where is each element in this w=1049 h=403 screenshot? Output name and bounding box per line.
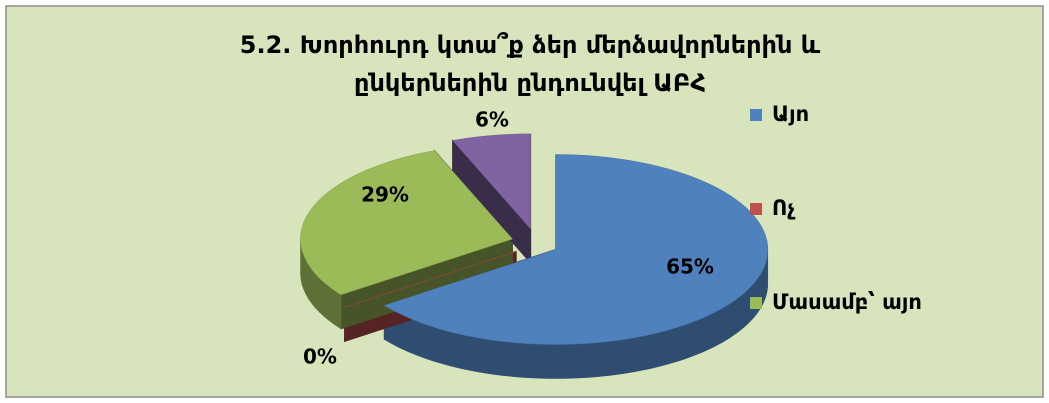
slice-tops: [300, 133, 769, 345]
legend-marker: [750, 297, 762, 309]
legend-label: Ոչ: [772, 196, 795, 220]
slice: [344, 251, 517, 308]
legend-label: Այո: [772, 102, 809, 126]
data-label: 6%: [475, 108, 509, 132]
data-label: 65%: [666, 255, 714, 279]
data-label: 29%: [361, 183, 409, 207]
chart-title: 5.2. Խորհուրդ կտա՞ք ձեր մերձավորներին և …: [239, 31, 821, 97]
slice: [383, 154, 769, 345]
slice: [300, 150, 513, 296]
legend-label: Մասամբ՝ այո: [772, 290, 922, 314]
data-label: 0%: [303, 345, 337, 369]
legend-marker: [750, 109, 762, 121]
slice: [452, 133, 531, 230]
legend-marker: [750, 203, 762, 215]
